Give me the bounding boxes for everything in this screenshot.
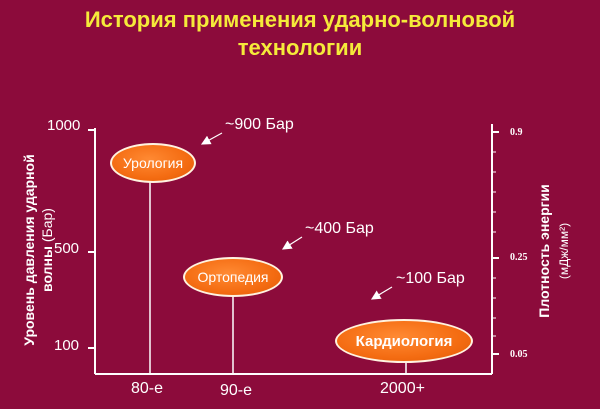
title-line-2: технологии <box>237 35 363 60</box>
milestone-urology-label: Урология <box>122 155 184 171</box>
left-axis-unit: (Бар) <box>39 208 55 243</box>
x-tick-label-80s: 80-е <box>131 380 164 397</box>
pressure-annotation-900: ~900 Бар <box>225 116 294 133</box>
title-line-1: История применения ударно-волновой <box>84 7 516 32</box>
arrow-400 <box>281 236 303 250</box>
pressure-annotation-100: ~100 Бар <box>396 270 465 287</box>
left-tick-label-1000: 1000 <box>47 117 81 134</box>
right-tick-label-005: 0.05 <box>510 349 528 360</box>
pressure-annotation-400: ~400 Бар <box>305 220 374 237</box>
x-tick-label-90s: 90-е <box>220 382 253 399</box>
right-axis-unit: (мДж/мм²) <box>557 222 571 280</box>
right-tick-label-09: 0.9 <box>510 127 523 138</box>
left-axis-title: Уровень давления ударной волны (Бар) <box>20 150 60 350</box>
milestone-cardiology-label: Кардиология <box>355 332 453 350</box>
milestone-cardiology: Кардиология <box>335 319 473 363</box>
arrow-100 <box>370 286 393 300</box>
right-tick-label-025: 0.25 <box>510 252 528 263</box>
milestone-orthopedics-label: Ортопедия <box>197 269 269 285</box>
x-tick-label-2000s: 2000+ <box>380 380 425 397</box>
right-axis-title: Плотность энергии (мДж/мм²) <box>534 166 576 336</box>
milestone-urology: Урология <box>110 143 196 183</box>
slide-title: История применения ударно-волновой техно… <box>0 6 600 62</box>
left-tick-label-100: 100 <box>54 337 80 354</box>
right-axis-title-text: Плотность энергии <box>536 184 552 318</box>
left-tick-label-500: 500 <box>54 240 80 257</box>
milestone-orthopedics: Ортопедия <box>183 257 283 297</box>
arrow-900 <box>200 132 223 145</box>
left-axis-title-text: Уровень давления ударной волны <box>21 154 55 346</box>
